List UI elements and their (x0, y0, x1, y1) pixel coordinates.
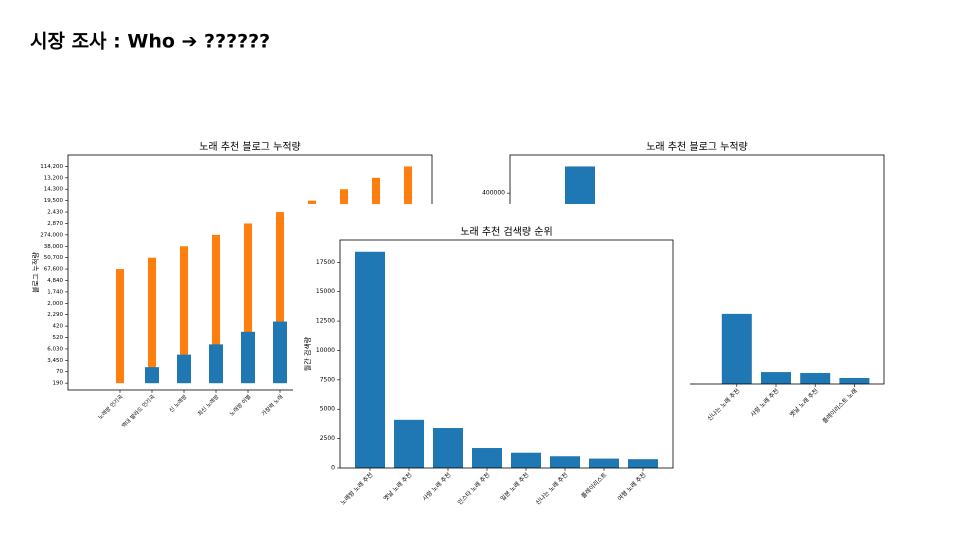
x-tick-label: 역대 발라드 인기곡 (120, 393, 157, 430)
y-tick-label: 190 (53, 381, 64, 387)
bar (148, 257, 156, 384)
x-tick-label: 최신 노래방 (196, 393, 221, 418)
y-tick-label: 15000 (316, 288, 335, 295)
y-tick-label: 12500 (316, 318, 335, 325)
bar (145, 367, 159, 384)
y-tick-label: 50,700 (44, 255, 64, 261)
bar (761, 372, 791, 384)
bar (721, 313, 752, 384)
bar (550, 456, 580, 468)
y-axis-label: 월간 검색량 (303, 336, 312, 371)
y-tick-label: 6,030 (47, 346, 63, 352)
y-tick-label: 274,000 (40, 232, 63, 238)
x-tick-label: 노래방 이별 (228, 393, 253, 418)
y-tick-label: 400000 (482, 190, 505, 197)
slide-title: 시장 조사 : Who ➔ ?????? (30, 31, 270, 53)
x-tick-label: 사랑 노래 추천 (749, 387, 781, 419)
bar (394, 419, 424, 468)
x-tick-label: 신나는 노래 추천 (706, 387, 742, 423)
y-tick-label: 13,200 (44, 175, 64, 181)
y-tick-label: 2500 (320, 435, 335, 442)
y-tick-label: 14,300 (44, 187, 64, 193)
y-tick-label: 10000 (316, 347, 335, 354)
y-tick-label: 5000 (320, 406, 335, 413)
x-tick-label: 가창력 노래 (260, 393, 285, 418)
chart-title: 노래 추천 검색량 순위 (460, 225, 552, 238)
y-tick-label: 0 (331, 465, 335, 472)
y-tick-label: 420 (53, 324, 64, 330)
y-tick-label: 19,500 (44, 198, 64, 204)
bar (800, 373, 831, 384)
y-tick-label: 2,430 (47, 210, 63, 216)
bar (209, 344, 223, 384)
y-tick-label: 520 (53, 335, 64, 341)
y-tick-label: 2,290 (47, 312, 63, 318)
bar (212, 234, 220, 384)
y-tick-label: 114,200 (40, 164, 63, 170)
axes-frame (339, 239, 674, 469)
bar (241, 331, 255, 384)
bar (839, 377, 870, 384)
y-tick-label: 1,740 (47, 289, 63, 295)
x-tick-label: 노래방 인기곡 (96, 393, 124, 421)
y-tick-label: 2,870 (47, 221, 63, 227)
bar (116, 269, 124, 384)
y-tick-label: 17500 (316, 259, 335, 266)
chart-title: 노래 추천 블로그 누적량 (199, 141, 301, 153)
bar (511, 452, 541, 468)
y-tick-label: 7500 (320, 376, 335, 383)
chart-title: 노래 추천 블로그 누적량 (646, 141, 748, 153)
bar (355, 251, 385, 468)
bar (244, 223, 252, 384)
bar (276, 212, 284, 384)
bar (433, 428, 463, 468)
y-tick-label: 3,450 (47, 358, 63, 364)
y-axis-label: 블로그 누적량 (31, 252, 40, 293)
bar (273, 321, 287, 384)
chart-background (293, 204, 690, 520)
bar (177, 354, 191, 384)
x-tick-label: 옛날 노래 추천 (788, 387, 820, 419)
x-tick-label: 플레이리스트 노래 (821, 387, 859, 425)
bar (589, 458, 619, 468)
bar (180, 246, 188, 384)
y-tick-label: 70 (56, 369, 63, 375)
x-tick-label: 신 노래방 (167, 393, 188, 414)
y-tick-label: 67,600 (44, 267, 64, 273)
y-tick-label: 4,840 (47, 278, 63, 284)
y-tick-label: 38,000 (44, 244, 64, 250)
bar (628, 459, 658, 468)
bar (472, 448, 502, 468)
y-tick-label: 2,000 (47, 301, 63, 307)
